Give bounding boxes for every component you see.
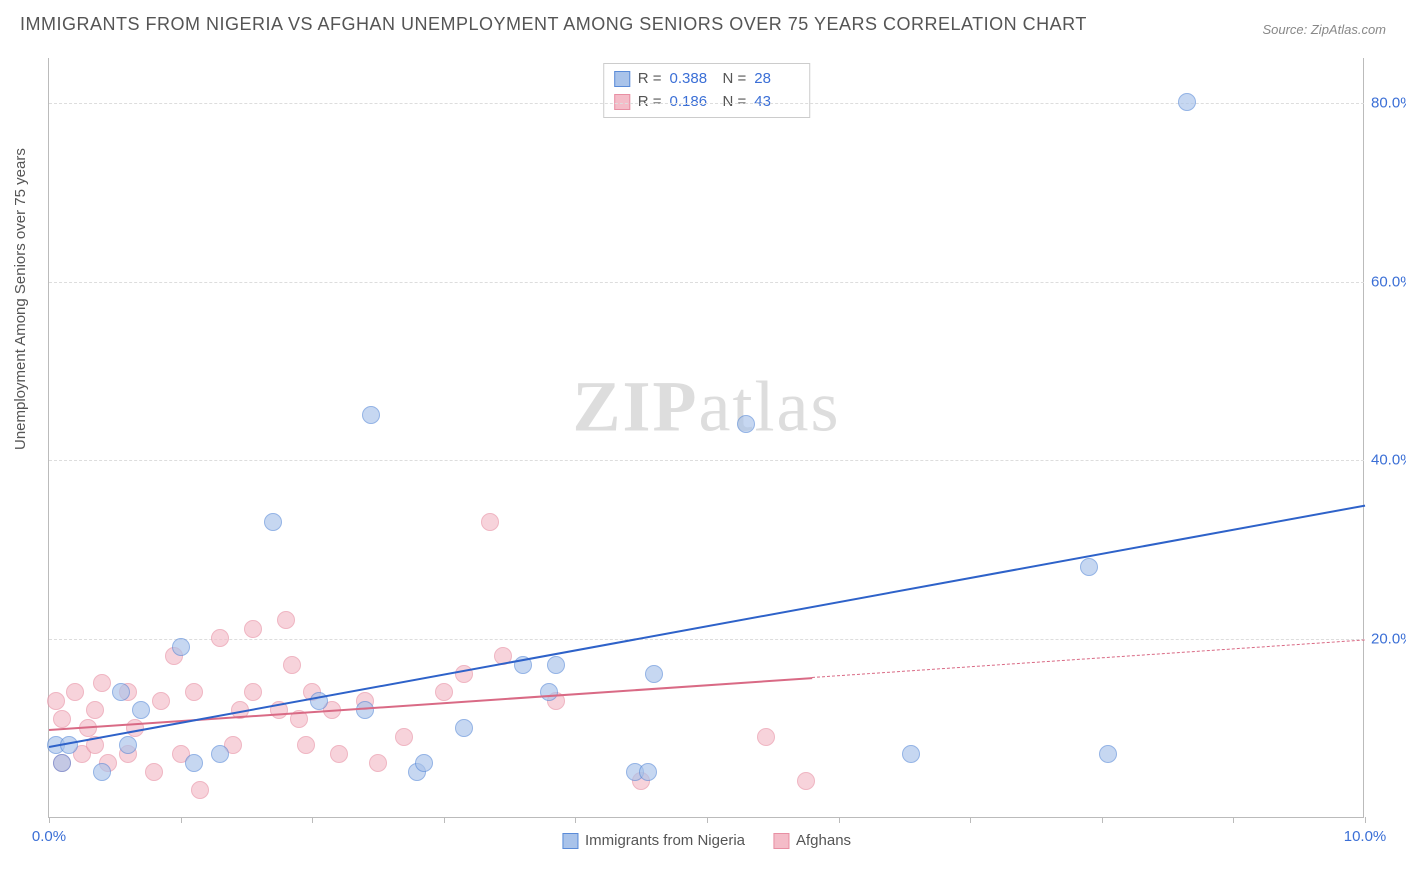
data-point: [797, 772, 815, 790]
data-point: [369, 754, 387, 772]
x-tick: [970, 817, 971, 823]
data-point: [395, 728, 413, 746]
data-point: [86, 701, 104, 719]
y-tick-label: 80.0%: [1371, 94, 1406, 111]
legend-stats-box: R = 0.388 N = 28 R = 0.186 N = 43: [603, 63, 811, 118]
gridline: [49, 639, 1364, 640]
x-tick: [575, 817, 576, 823]
data-point: [264, 513, 282, 531]
data-point: [283, 656, 301, 674]
y-tick-label: 60.0%: [1371, 273, 1406, 290]
swatch-pink-icon: [773, 833, 789, 849]
swatch-blue-icon: [562, 833, 578, 849]
data-point: [297, 736, 315, 754]
data-point: [455, 719, 473, 737]
x-tick: [707, 817, 708, 823]
data-point: [132, 701, 150, 719]
trend-line-dashed: [812, 639, 1365, 678]
n-label: N =: [723, 68, 747, 91]
gridline: [49, 103, 1364, 104]
data-point: [211, 629, 229, 647]
legend-series: Immigrants from Nigeria Afghans: [562, 832, 851, 849]
r-value-blue: 0.388: [670, 68, 715, 91]
data-point: [1099, 745, 1117, 763]
y-tick-label: 40.0%: [1371, 452, 1406, 469]
data-point: [639, 763, 657, 781]
watermark: ZIPatlas: [573, 366, 841, 449]
data-point: [244, 683, 262, 701]
right-axis-line: [1363, 58, 1364, 817]
data-point: [244, 620, 262, 638]
data-point: [1178, 93, 1196, 111]
data-point: [737, 415, 755, 433]
data-point: [547, 656, 565, 674]
watermark-light: atlas: [699, 367, 841, 447]
data-point: [415, 754, 433, 772]
r-label: R =: [638, 68, 662, 91]
x-tick: [1233, 817, 1234, 823]
gridline: [49, 460, 1364, 461]
data-point: [93, 763, 111, 781]
data-point: [757, 728, 775, 746]
n-value-blue: 28: [754, 68, 799, 91]
data-point: [211, 745, 229, 763]
data-point: [172, 638, 190, 656]
data-point: [645, 665, 663, 683]
data-point: [119, 736, 137, 754]
data-point: [93, 674, 111, 692]
data-point: [191, 781, 209, 799]
data-point: [185, 754, 203, 772]
x-tick: [312, 817, 313, 823]
data-point: [277, 611, 295, 629]
data-point: [185, 683, 203, 701]
data-point: [126, 719, 144, 737]
data-point: [66, 683, 84, 701]
data-point: [362, 406, 380, 424]
x-tick: [181, 817, 182, 823]
data-point: [112, 683, 130, 701]
x-tick: [444, 817, 445, 823]
scatter-plot-area: ZIPatlas R = 0.388 N = 28 R = 0.186 N = …: [48, 58, 1364, 818]
data-point: [435, 683, 453, 701]
legend-item-blue: Immigrants from Nigeria: [562, 832, 745, 849]
data-point: [145, 763, 163, 781]
source-attribution: Source: ZipAtlas.com: [1262, 22, 1386, 37]
data-point: [47, 692, 65, 710]
series-label-pink: Afghans: [796, 832, 851, 849]
gridline: [49, 282, 1364, 283]
swatch-blue-icon: [614, 71, 630, 87]
legend-item-pink: Afghans: [773, 832, 851, 849]
y-axis-label: Unemployment Among Seniors over 75 years: [12, 148, 29, 450]
series-label-blue: Immigrants from Nigeria: [585, 832, 745, 849]
legend-row-blue: R = 0.388 N = 28: [614, 68, 800, 91]
data-point: [902, 745, 920, 763]
x-tick: [49, 817, 50, 823]
data-point: [481, 513, 499, 531]
x-tick: [1365, 817, 1366, 823]
x-tick: [839, 817, 840, 823]
data-point: [540, 683, 558, 701]
data-point: [53, 710, 71, 728]
x-tick-label-left: 0.0%: [32, 828, 66, 845]
watermark-bold: ZIP: [573, 367, 699, 447]
data-point: [53, 754, 71, 772]
y-tick-label: 20.0%: [1371, 631, 1406, 648]
chart-title: IMMIGRANTS FROM NIGERIA VS AFGHAN UNEMPL…: [20, 14, 1087, 35]
x-tick-label-right: 10.0%: [1344, 828, 1387, 845]
data-point: [330, 745, 348, 763]
data-point: [1080, 558, 1098, 576]
data-point: [152, 692, 170, 710]
x-tick: [1102, 817, 1103, 823]
